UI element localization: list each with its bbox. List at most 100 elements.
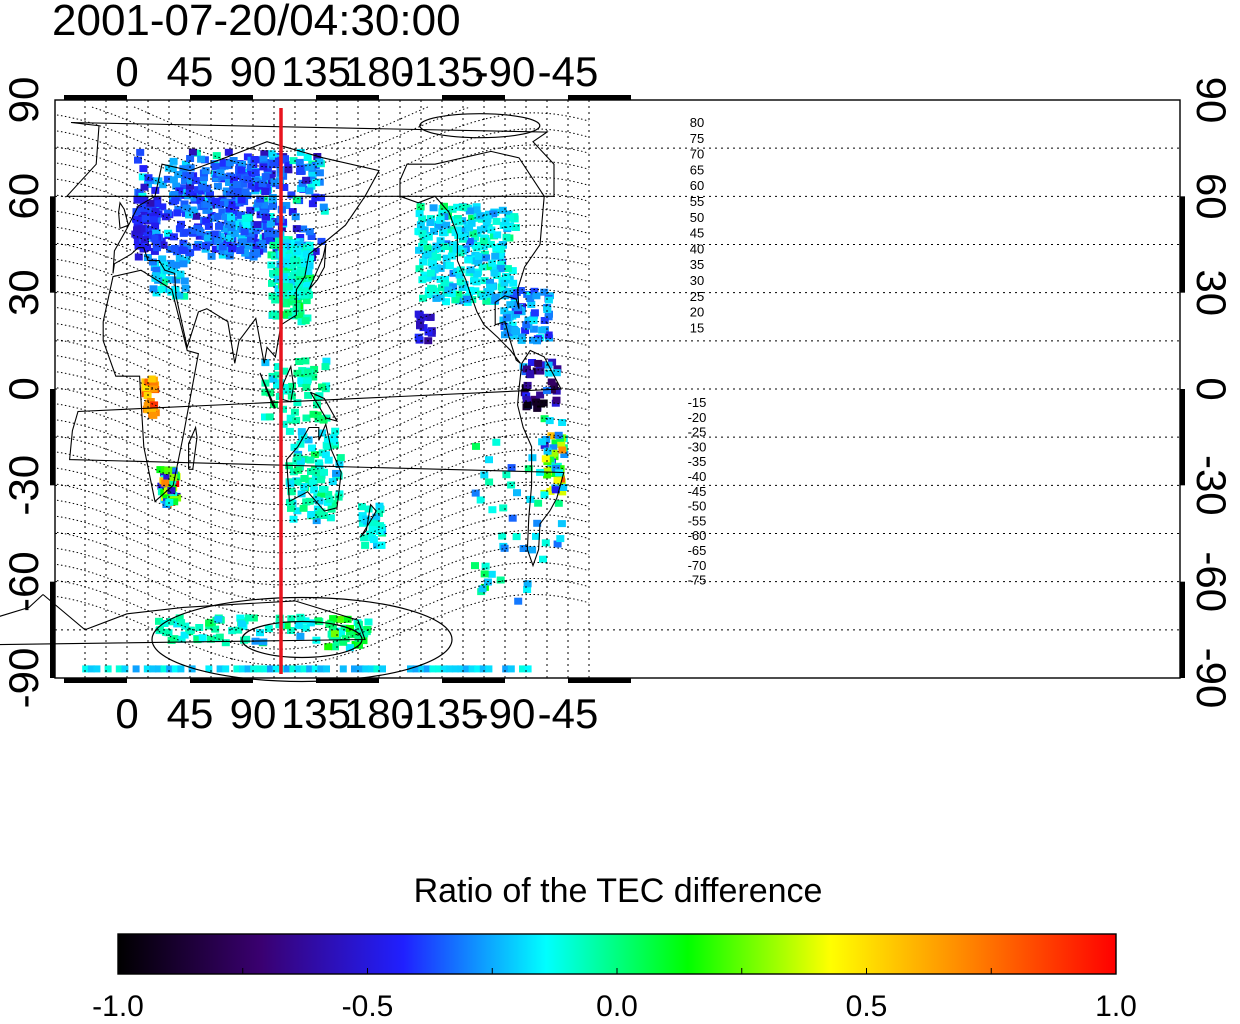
data-pixel bbox=[309, 410, 318, 418]
data-pixel bbox=[259, 638, 268, 646]
data-pixel bbox=[538, 438, 547, 446]
colorbar-tick-label: -0.5 bbox=[342, 990, 394, 1023]
data-pixel bbox=[302, 297, 311, 305]
data-pixel bbox=[252, 174, 260, 182]
data-pixel bbox=[207, 198, 216, 206]
data-pixel bbox=[307, 468, 315, 475]
data-pixel bbox=[540, 441, 549, 449]
data-pixel bbox=[532, 292, 541, 300]
data-pixel bbox=[364, 505, 373, 513]
data-pixel bbox=[267, 665, 274, 673]
data-pixel bbox=[336, 454, 345, 462]
data-pixel bbox=[554, 499, 563, 507]
data-pixel bbox=[470, 277, 478, 285]
data-pixel bbox=[554, 431, 563, 439]
data-pixel bbox=[287, 262, 296, 270]
data-pixel bbox=[292, 416, 301, 424]
data-pixel bbox=[375, 528, 384, 535]
data-pixel bbox=[423, 274, 432, 282]
data-pixel bbox=[306, 665, 314, 673]
data-pixel bbox=[328, 624, 337, 632]
data-pixel bbox=[509, 332, 518, 340]
data-pixel bbox=[160, 620, 169, 627]
data-pixel bbox=[204, 222, 213, 230]
data-pixel bbox=[292, 196, 301, 204]
data-pixel bbox=[149, 411, 158, 419]
left-latitude-tick-label: 0 bbox=[0, 377, 47, 400]
data-pixel bbox=[216, 169, 225, 177]
contour-label: -15 bbox=[688, 395, 707, 410]
data-pixel bbox=[423, 665, 431, 673]
data-pixel bbox=[314, 617, 323, 625]
data-pixel bbox=[179, 260, 188, 268]
data-pixel bbox=[343, 615, 352, 623]
data-pixel bbox=[293, 478, 302, 486]
data-pixel bbox=[485, 665, 493, 673]
data-pixel bbox=[273, 381, 281, 389]
data-pixel bbox=[206, 635, 215, 643]
frame-tick-segment bbox=[190, 95, 253, 100]
data-pixel bbox=[502, 665, 510, 673]
data-pixel bbox=[258, 180, 267, 188]
data-pixel bbox=[280, 311, 289, 319]
data-pixel bbox=[486, 283, 495, 291]
data-pixel bbox=[303, 154, 312, 161]
data-pixel bbox=[191, 177, 200, 185]
data-pixel bbox=[302, 282, 311, 289]
data-pixel bbox=[295, 665, 302, 673]
data-pixel bbox=[339, 638, 348, 646]
data-pixel bbox=[544, 369, 553, 377]
data-pixel bbox=[345, 644, 354, 652]
data-pixel bbox=[225, 159, 234, 167]
contour-label: 45 bbox=[690, 226, 704, 241]
data-pixel bbox=[536, 391, 545, 399]
data-pixel bbox=[255, 665, 263, 673]
data-pixel bbox=[488, 259, 497, 267]
data-pixel bbox=[168, 165, 177, 173]
data-pixel bbox=[274, 269, 283, 277]
top-longitude-tick-label: 0 bbox=[115, 48, 138, 95]
data-pixel bbox=[282, 202, 291, 209]
data-pixel bbox=[246, 163, 255, 171]
data-pixel bbox=[213, 212, 222, 220]
data-pixel bbox=[539, 555, 547, 563]
data-pixel bbox=[304, 391, 313, 399]
data-pixel bbox=[552, 396, 561, 404]
data-pixel bbox=[273, 371, 282, 379]
data-pixel bbox=[524, 465, 533, 473]
data-pixel bbox=[436, 275, 445, 283]
data-pixel bbox=[293, 507, 302, 515]
contour-label: 25 bbox=[690, 289, 704, 304]
data-pixel bbox=[472, 442, 480, 450]
data-pixel bbox=[456, 249, 465, 257]
data-pixel bbox=[428, 285, 437, 293]
data-pixel bbox=[482, 297, 491, 305]
data-pixel bbox=[261, 173, 270, 181]
data-pixel bbox=[261, 188, 270, 195]
data-pixel bbox=[225, 234, 234, 242]
data-pixel bbox=[158, 255, 167, 263]
data-pixel bbox=[155, 665, 162, 673]
data-pixel bbox=[261, 388, 270, 396]
data-pixel bbox=[155, 617, 163, 625]
data-pixel bbox=[180, 631, 189, 639]
data-pixel bbox=[313, 401, 321, 409]
data-pixel bbox=[268, 292, 277, 300]
data-pixel bbox=[534, 359, 543, 367]
data-pixel bbox=[423, 250, 432, 258]
data-pixel bbox=[302, 250, 311, 258]
data-pixel bbox=[373, 665, 381, 673]
data-pixel bbox=[216, 665, 224, 673]
data-pixel bbox=[354, 620, 363, 628]
data-pixel bbox=[468, 214, 477, 222]
data-pixel bbox=[496, 264, 505, 272]
top-longitude-tick-label: -135 bbox=[400, 48, 484, 95]
data-pixel bbox=[358, 503, 366, 511]
data-pixel bbox=[166, 665, 174, 673]
data-pixel bbox=[271, 296, 280, 304]
frame-tick-segment bbox=[1180, 389, 1185, 486]
data-pixel bbox=[205, 619, 214, 627]
data-pixel bbox=[224, 148, 233, 156]
data-pixel bbox=[465, 207, 474, 215]
